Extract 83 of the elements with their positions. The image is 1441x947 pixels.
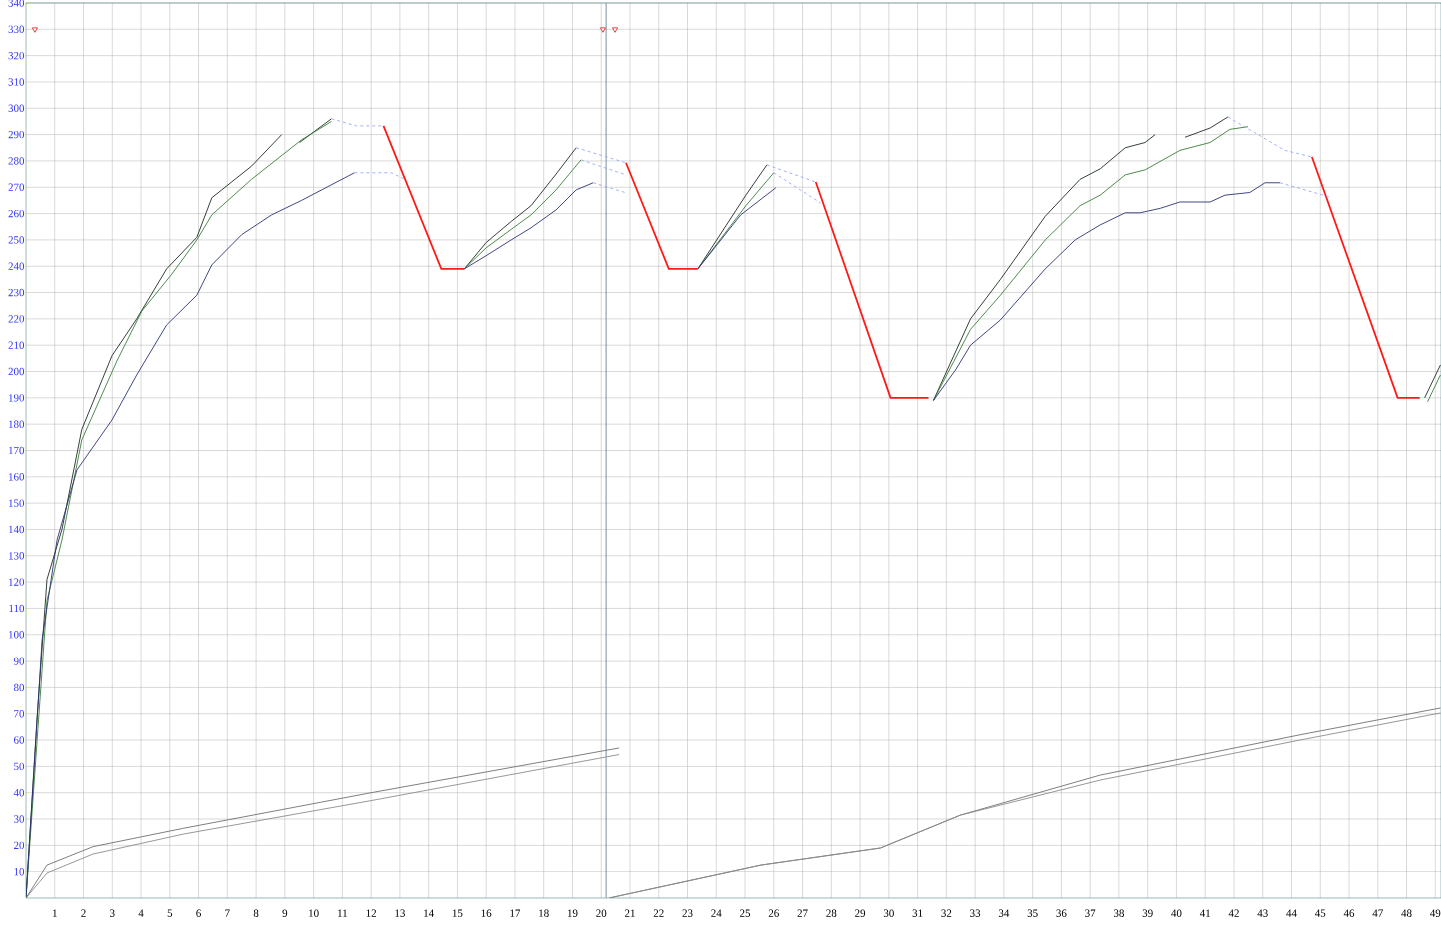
x-tick-label: 37 xyxy=(1085,909,1096,917)
x-tick-label: 21 xyxy=(624,909,635,917)
y-tick-label: 40 xyxy=(13,789,25,797)
y-tick-label: 60 xyxy=(13,736,25,744)
x-tick-label: 9 xyxy=(282,909,288,917)
x-tick-label: 18 xyxy=(539,909,549,917)
x-tick-label: 31 xyxy=(912,909,923,917)
y-tick-label: 70 xyxy=(14,710,25,718)
x-tick-label: 39 xyxy=(1142,909,1153,917)
y-tick-label: 120 xyxy=(9,578,25,586)
x-tick-label: 34 xyxy=(998,909,1010,917)
x-tick-label: 19 xyxy=(567,909,578,917)
x-tick-label: 5 xyxy=(167,909,173,917)
x-tick-label: 40 xyxy=(1171,909,1182,917)
x-tick-label: 12 xyxy=(366,909,377,917)
x-tick-label: 22 xyxy=(653,909,664,917)
y-tick-label: 50 xyxy=(14,762,25,771)
y-tick-label: 340 xyxy=(8,0,25,7)
x-tick-label: 35 xyxy=(1027,909,1038,917)
x-tick-label: 30 xyxy=(883,909,894,917)
y-tick-label: 290 xyxy=(8,130,25,139)
y-tick-label: 270 xyxy=(8,183,25,191)
x-tick-label: 26 xyxy=(768,909,779,917)
x-tick-label: 44 xyxy=(1286,909,1297,917)
x-tick-label: 25 xyxy=(740,909,751,917)
y-tick-label: 210 xyxy=(8,341,25,349)
y-tick-label: 200 xyxy=(8,367,25,376)
x-tick-label: 41 xyxy=(1199,909,1211,917)
x-tick-label: 42 xyxy=(1228,909,1239,917)
x-tick-label: 8 xyxy=(253,909,259,917)
x-tick-label: 49 xyxy=(1430,909,1441,917)
y-tick-label: 330 xyxy=(8,25,25,34)
y-tick-label: 190 xyxy=(9,394,25,402)
y-tick-label: 310 xyxy=(8,78,25,86)
y-tick-label: 280 xyxy=(8,157,25,165)
y-tick-label: 230 xyxy=(8,288,25,297)
x-tick-label: 7 xyxy=(225,909,230,917)
x-tick-label: 2 xyxy=(81,909,86,917)
x-tick-label: 6 xyxy=(196,909,201,917)
x-tick-label: 15 xyxy=(452,909,463,917)
x-tick-label: 28 xyxy=(826,909,837,917)
x-tick-label: 38 xyxy=(1113,909,1124,917)
y-tick-label: 100 xyxy=(9,631,25,639)
y-tick-label: 220 xyxy=(8,315,25,323)
y-tick-label: 110 xyxy=(9,604,25,613)
x-tick-label: 14 xyxy=(424,909,434,917)
y-tick-label: 160 xyxy=(9,473,25,481)
y-tick-label: 320 xyxy=(8,51,25,60)
x-tick-label: 36 xyxy=(1056,909,1067,917)
y-tick-label: 150 xyxy=(9,499,25,507)
x-tick-label: 16 xyxy=(481,909,492,917)
x-tick-label: 32 xyxy=(941,909,952,917)
y-tick-label: 300 xyxy=(8,104,25,112)
y-tick-label: 20 xyxy=(14,841,25,850)
x-tick-label: 43 xyxy=(1257,909,1268,917)
x-tick-label: 1 xyxy=(52,909,57,917)
y-tick-label: 240 xyxy=(8,262,25,270)
x-tick-label: 3 xyxy=(110,909,115,917)
x-tick-label: 33 xyxy=(970,909,981,917)
y-tick-label: 170 xyxy=(9,446,25,455)
x-tick-label: 45 xyxy=(1314,909,1326,917)
x-tick-label: 20 xyxy=(596,909,607,917)
x-tick-label: 13 xyxy=(395,909,405,917)
x-tick-label: 29 xyxy=(855,909,866,917)
x-tick-label: 10 xyxy=(309,909,319,917)
y-tick-label: 250 xyxy=(8,236,25,244)
x-tick-label: 48 xyxy=(1401,909,1412,917)
y-tick-label: 30 xyxy=(14,815,25,823)
x-tick-label: 11 xyxy=(338,909,347,917)
x-tick-label: 24 xyxy=(711,909,722,917)
x-tick-label: 23 xyxy=(682,909,693,917)
x-tick-label: 27 xyxy=(797,909,808,917)
x-tick-label: 47 xyxy=(1372,909,1383,917)
x-tick-label: 46 xyxy=(1343,909,1355,917)
y-tick-label: 90 xyxy=(13,657,25,665)
x-tick-label: 17 xyxy=(510,909,521,917)
y-tick-label: 10 xyxy=(14,867,25,876)
x-tick-label: 4 xyxy=(138,909,144,917)
y-tick-label: 140 xyxy=(9,525,25,534)
y-tick-label: 130 xyxy=(9,552,25,560)
y-tick-label: 260 xyxy=(8,209,25,218)
y-tick-label: 80 xyxy=(13,683,25,692)
y-tick-label: 180 xyxy=(9,420,25,428)
